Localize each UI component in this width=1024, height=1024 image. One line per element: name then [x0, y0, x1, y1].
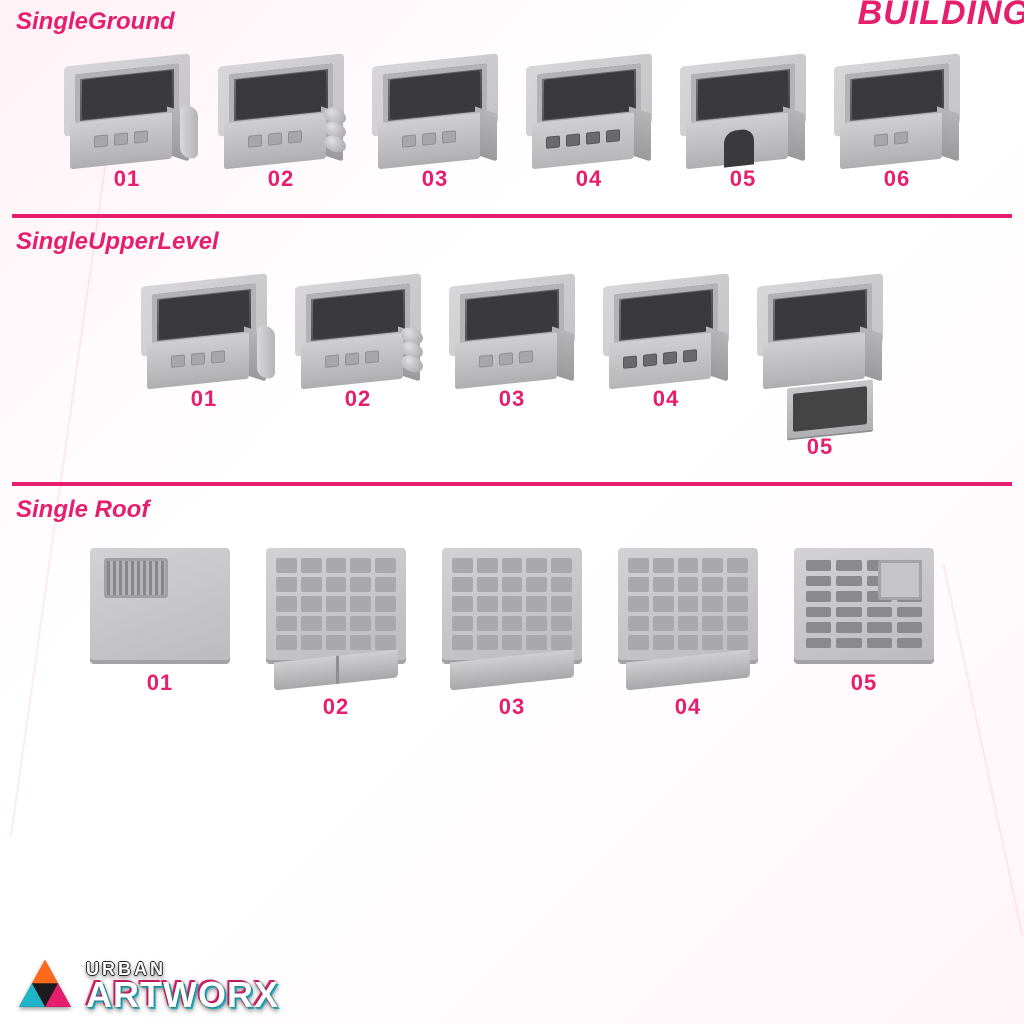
item-row: 01 02 03	[12, 262, 1012, 468]
model-thumb	[64, 60, 190, 156]
page: SingleGround 01 02	[0, 0, 1024, 728]
section-title: SingleUpperLevel	[12, 226, 1012, 262]
model-thumb	[680, 60, 806, 156]
model-thumb	[618, 548, 758, 660]
brand-logo: URBAN ARTWORX	[14, 956, 279, 1018]
catalog-item: 04	[618, 548, 758, 720]
item-label: 02	[268, 166, 294, 192]
item-label: 05	[851, 670, 877, 696]
section-title: Single Roof	[12, 494, 1012, 530]
catalog-item: 02	[266, 548, 406, 720]
logo-text: URBAN ARTWORX	[86, 961, 279, 1012]
logo-line2: ARTWORX	[86, 978, 279, 1012]
catalog-item: 05	[794, 548, 934, 720]
catalog-item: 01	[141, 280, 267, 460]
model-thumb	[90, 548, 230, 660]
item-label: 01	[114, 166, 140, 192]
item-label: 03	[499, 694, 525, 720]
item-label: 04	[576, 166, 602, 192]
catalog-item: 03	[449, 280, 575, 460]
model-thumb	[526, 60, 652, 156]
item-row: 01 02 03	[12, 42, 1012, 200]
catalog-item: 02	[295, 280, 421, 460]
model-thumb	[372, 60, 498, 156]
item-label: 03	[499, 386, 525, 412]
model-thumb	[834, 60, 960, 156]
catalog-item: 03	[442, 548, 582, 720]
item-row: 01 02 03	[12, 530, 1012, 728]
model-thumb	[141, 280, 267, 376]
catalog-item: 05	[757, 280, 883, 460]
catalog-item: 03	[372, 60, 498, 192]
catalog-item: 02	[218, 60, 344, 192]
item-label: 04	[675, 694, 701, 720]
item-label: 01	[191, 386, 217, 412]
model-thumb	[442, 548, 582, 660]
item-label: 02	[345, 386, 371, 412]
item-label: 04	[653, 386, 679, 412]
item-label: 06	[884, 166, 910, 192]
section-divider	[12, 214, 1012, 218]
model-thumb	[449, 280, 575, 376]
model-thumb	[295, 280, 421, 376]
page-corner-title: BUILDING	[858, 0, 1024, 33]
logo-mark-icon	[14, 956, 76, 1018]
model-thumb	[757, 280, 883, 430]
catalog-item: 05	[680, 60, 806, 192]
model-thumb	[266, 548, 406, 660]
catalog-item: 01	[64, 60, 190, 192]
item-label: 01	[147, 670, 173, 696]
catalog-item: 04	[603, 280, 729, 460]
catalog-item: 06	[834, 60, 960, 192]
item-label: 05	[730, 166, 756, 192]
model-thumb	[794, 548, 934, 660]
section-divider	[12, 482, 1012, 486]
model-thumb	[218, 60, 344, 156]
section-single-upper: SingleUpperLevel 01 02	[12, 220, 1012, 486]
section-single-roof: Single Roof 01 02	[12, 488, 1012, 728]
item-label: 02	[323, 694, 349, 720]
item-label: 03	[422, 166, 448, 192]
catalog-item: 04	[526, 60, 652, 192]
model-thumb	[603, 280, 729, 376]
item-label: 05	[807, 434, 833, 460]
catalog-item: 01	[90, 548, 230, 720]
